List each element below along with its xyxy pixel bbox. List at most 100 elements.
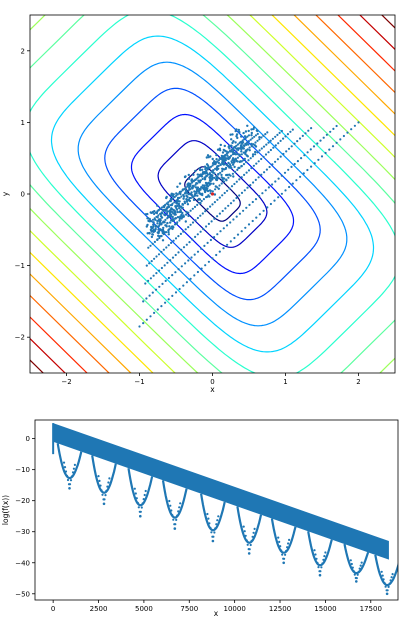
trajectory-point bbox=[250, 167, 253, 170]
trajectory-point bbox=[202, 228, 205, 231]
trajectory-point bbox=[225, 179, 228, 182]
trajectory-point bbox=[252, 164, 255, 167]
trajectory-point bbox=[221, 161, 224, 164]
trajectory-point bbox=[192, 173, 195, 176]
loss-point bbox=[251, 535, 254, 538]
trajectory-point bbox=[230, 160, 233, 163]
trajectory-point bbox=[232, 161, 236, 164]
trajectory-point bbox=[254, 198, 258, 201]
trajectory-point bbox=[231, 172, 234, 175]
trajectory-point bbox=[176, 210, 179, 214]
trajectory-point bbox=[194, 235, 197, 238]
trajectory-point bbox=[245, 149, 248, 153]
trajectory-point bbox=[217, 187, 220, 190]
loss-point bbox=[64, 470, 68, 473]
trajectory-point bbox=[206, 164, 210, 167]
trajectory-point bbox=[293, 162, 296, 166]
trajectory-point bbox=[197, 176, 200, 179]
trajectory-point bbox=[287, 147, 291, 150]
trajectory-point bbox=[150, 229, 153, 232]
loss-point bbox=[68, 487, 71, 490]
trajectory-point bbox=[236, 233, 240, 236]
trajectory-point bbox=[285, 150, 288, 153]
trajectory-point bbox=[186, 203, 190, 206]
loss-point bbox=[351, 566, 354, 569]
trajectory-point bbox=[251, 200, 254, 204]
trajectory-point bbox=[167, 298, 170, 301]
trajectory-point bbox=[196, 194, 199, 197]
x-tick-label: 2 bbox=[356, 378, 360, 386]
trajectory-point bbox=[293, 142, 296, 145]
trajectory-point bbox=[182, 195, 186, 198]
trajectory-point bbox=[224, 157, 228, 160]
trajectory-point bbox=[248, 203, 251, 206]
trajectory-point bbox=[182, 197, 185, 200]
trajectory-point bbox=[169, 259, 172, 262]
trajectory-point bbox=[240, 150, 243, 153]
x-tick-label: 15000 bbox=[314, 605, 336, 613]
loss-point bbox=[106, 485, 109, 488]
trajectory-point bbox=[155, 255, 158, 258]
trajectory-point bbox=[211, 190, 214, 193]
trajectory-point bbox=[173, 213, 176, 216]
trajectory-point bbox=[207, 222, 210, 225]
trajectory-point bbox=[196, 203, 199, 206]
loss-point bbox=[316, 561, 319, 565]
trajectory-point bbox=[280, 192, 283, 195]
trajectory-point bbox=[265, 143, 268, 146]
trajectory-point bbox=[179, 192, 182, 196]
trajectory-point bbox=[173, 201, 176, 204]
trajectory-point bbox=[240, 191, 244, 194]
contour-line bbox=[30, 15, 395, 373]
loss-point bbox=[135, 497, 138, 500]
trajectory-point bbox=[184, 186, 187, 189]
trajectory-point bbox=[235, 133, 239, 136]
trajectory-point bbox=[233, 236, 236, 240]
trajectory-point bbox=[181, 206, 184, 209]
trajectory-point bbox=[158, 236, 161, 240]
trajectory-point bbox=[167, 203, 170, 206]
trajectory-point bbox=[232, 140, 235, 143]
loss-point bbox=[247, 552, 251, 555]
trajectory-point bbox=[153, 212, 156, 216]
trajectory-point bbox=[212, 182, 215, 185]
y-tick-label: 2 bbox=[21, 47, 25, 55]
trajectory-point bbox=[282, 137, 285, 140]
trajectory-point bbox=[151, 291, 154, 294]
trajectory-point bbox=[157, 209, 160, 212]
trajectory-point bbox=[271, 183, 274, 186]
trajectory-point bbox=[234, 157, 237, 160]
plot2-ylabel: log(f(x)) bbox=[1, 495, 10, 525]
trajectory-point bbox=[213, 217, 216, 220]
trajectory-point bbox=[232, 218, 235, 221]
trajectory-point bbox=[201, 177, 204, 181]
trajectory-point bbox=[256, 139, 259, 142]
trajectory-point bbox=[316, 142, 319, 145]
trajectory-point bbox=[184, 228, 187, 231]
trajectory-point bbox=[201, 193, 204, 197]
trajectory-point bbox=[201, 212, 204, 215]
trajectory-point bbox=[278, 131, 281, 134]
trajectory-point bbox=[206, 241, 209, 244]
trajectory-point bbox=[157, 225, 160, 228]
trajectory-point bbox=[167, 233, 170, 236]
trajectory-point bbox=[155, 272, 158, 275]
trajectory-point bbox=[189, 223, 192, 226]
trajectory-point bbox=[157, 231, 160, 235]
trajectory-point bbox=[175, 192, 178, 195]
trajectory-point bbox=[310, 165, 313, 168]
trajectory-point bbox=[319, 139, 322, 142]
loss-point bbox=[320, 566, 323, 569]
trajectory-point bbox=[176, 204, 179, 208]
trajectory-point bbox=[238, 212, 241, 215]
trajectory-point bbox=[174, 253, 177, 257]
loss-point bbox=[133, 487, 136, 490]
loss-point bbox=[360, 561, 363, 564]
loss-point bbox=[100, 489, 103, 492]
trajectory-point bbox=[191, 221, 195, 224]
loss-points bbox=[52, 423, 398, 596]
trajectory-point bbox=[186, 192, 189, 195]
trajectory-point bbox=[162, 230, 165, 233]
trajectory-point bbox=[255, 162, 258, 165]
loss-point bbox=[72, 467, 75, 470]
